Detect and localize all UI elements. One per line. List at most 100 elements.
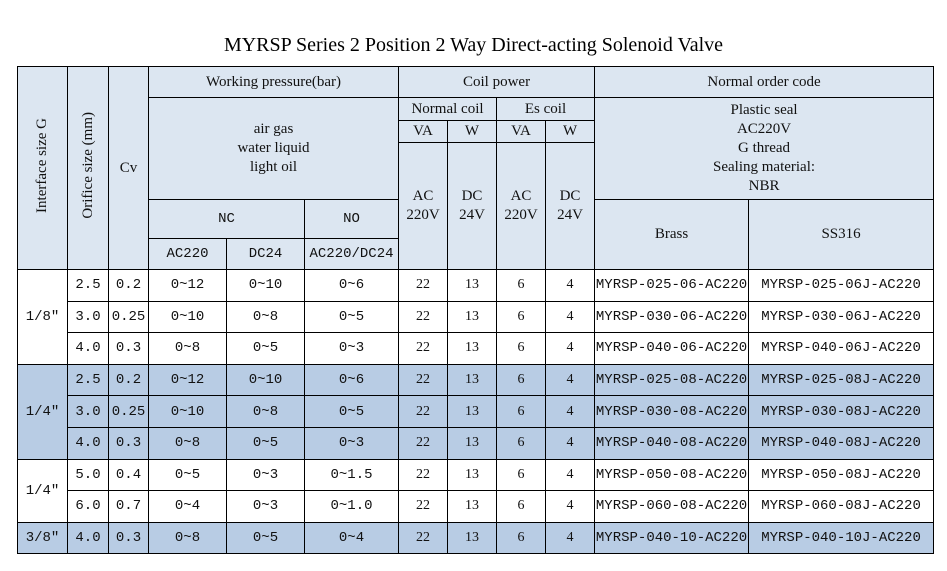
table-cell: MYRSP-025-06-AC220 [594, 269, 750, 302]
header-nc-dc24: DC24 [226, 238, 305, 270]
table-cell: 0.3 [108, 521, 149, 555]
table-cell: 6 [496, 269, 547, 302]
table-row: 4.0 0.3 0~8 0~5 0~3 22 13 6 4 MYRSP-040-08-AC220 M… [17, 426, 935, 460]
table-cell: 3.0 [67, 395, 109, 428]
table-cell: 13 [447, 332, 498, 365]
table-cell: 22 [398, 363, 449, 397]
table-cell: 0~8 [148, 521, 227, 555]
table-cell: 0~8 [148, 426, 227, 460]
table-cell: 0~3 [226, 490, 305, 523]
table-cell: MYRSP-050-08-AC220 [594, 458, 750, 492]
table-cell: 0.4 [108, 458, 149, 492]
table-cell: 13 [447, 269, 498, 302]
table-cell: MYRSP-040-10-AC220 [594, 521, 750, 555]
table-cell: 4.0 [67, 426, 109, 460]
table-cell: 0~4 [303, 521, 400, 555]
table-cell: 0.3 [108, 426, 149, 460]
table-cell: 22 [398, 395, 449, 428]
table-cell: 6 [496, 458, 547, 492]
header-normal-coil: Normal coil [398, 97, 498, 121]
interface-size-cell: 1/8″ [17, 269, 68, 365]
table-cell: 4.0 [67, 332, 109, 365]
header-order-code: Normal order code [594, 66, 935, 98]
interface-size-cell: 1/4″ [17, 458, 68, 523]
page-title: MYRSP Series 2 Position 2 Way Direct-act… [223, 34, 724, 56]
table-cell: MYRSP-025-08-AC220 [594, 363, 750, 397]
table-cell: 6 [496, 363, 547, 397]
table-cell: MYRSP-030-08J-AC220 [748, 395, 935, 428]
header-interface-size: Interface size G [17, 66, 68, 270]
table-cell: 0~1.0 [303, 490, 400, 523]
table-cell: 0~12 [148, 269, 227, 302]
table-cell: 6 [496, 521, 547, 555]
table-row: 1/4″ 2.5 0.2 0~12 0~10 0~6 22 13 6 4 MYRSP-025-08-… [17, 363, 935, 460]
table-cell: 6.0 [67, 490, 109, 523]
interface-size-cell: 1/4″ [17, 363, 68, 460]
seal-line: Sealing material: [713, 159, 816, 175]
table-cell: 22 [398, 269, 449, 302]
header-nc-ac220: AC220 [148, 238, 227, 270]
table-cell: 22 [398, 332, 449, 365]
table-cell: 4 [545, 363, 596, 397]
table-cell: 0~10 [148, 395, 227, 428]
table-cell: 6 [496, 490, 547, 523]
label: AC [510, 188, 532, 204]
table-row: 6.0 0.7 0~4 0~3 0~1.0 22 13 6 4 MYRSP-060-08-AC22… [18, 490, 935, 523]
table-cell: 13 [447, 458, 498, 492]
table-cell: 0~5 [226, 332, 305, 365]
table-cell: 13 [447, 521, 498, 555]
table-cell: 4 [545, 490, 596, 523]
table-cell: 0~10 [226, 363, 305, 397]
media-line: light oil [249, 159, 298, 175]
header-coil-power: Coil power [398, 66, 596, 98]
seal-line: NBR [748, 178, 780, 194]
table-cell: 0.25 [108, 395, 149, 428]
header-orifice-size: Orifice size (mm) [67, 66, 109, 270]
table-cell: MYRSP-040-06-AC220 [594, 332, 750, 365]
table-cell: 0~12 [148, 363, 227, 397]
label: AC [412, 188, 434, 204]
table-cell: 22 [398, 458, 449, 492]
table-cell: 2.5 [67, 363, 109, 397]
label: 24V [557, 207, 583, 223]
table-cell: 4 [545, 300, 596, 334]
label: 220V [406, 207, 440, 223]
table-row: 4.0 0.3 0~8 0~5 0~3 22 13 6 4 MYRSP-040-06-AC220 M… [18, 332, 935, 365]
table-cell: 22 [398, 426, 449, 460]
table-cell: 4 [545, 521, 596, 555]
table-cell: 13 [447, 300, 498, 334]
table-cell: MYRSP-060-08J-AC220 [748, 490, 935, 523]
header-media: air gas water liquid light oil [147, 97, 400, 200]
header-no-ac-dc: AC220/DC24 [303, 238, 400, 270]
table-cell: 0~10 [148, 300, 227, 334]
table-cell: MYRSP-025-06J-AC220 [748, 269, 935, 302]
table-cell: MYRSP-040-08-AC220 [594, 426, 750, 460]
media-line: air gas [253, 121, 294, 137]
table-cell: 22 [398, 300, 449, 334]
header-no: NO [303, 199, 400, 239]
table-cell: 0.7 [108, 490, 149, 523]
table-cell: MYRSP-030-06J-AC220 [748, 300, 935, 334]
table-cell: 0~5 [148, 458, 227, 492]
table-cell: 0~5 [303, 300, 400, 334]
header-ac220v: AC 220V [398, 142, 449, 270]
table-cell: 6 [496, 300, 547, 334]
interface-size-cell: 3/8″ [17, 521, 68, 555]
table-cell: 13 [447, 395, 498, 428]
label: 220V [504, 207, 538, 223]
table-cell: 0~8 [226, 300, 305, 334]
table-cell: MYRSP-040-10J-AC220 [748, 521, 935, 555]
seal-line: Plastic seal [730, 102, 798, 118]
seal-line: G thread [738, 140, 791, 156]
table-cell: 0~6 [303, 269, 400, 302]
table-cell: 0~3 [303, 332, 400, 365]
table-cell: MYRSP-030-08-AC220 [594, 395, 750, 428]
header-cv: Cv [108, 66, 149, 270]
table-cell: 4 [545, 332, 596, 365]
header-dc24v: DC 24V [447, 142, 498, 270]
table-cell: 0.2 [108, 363, 149, 397]
table-cell: 0~4 [148, 490, 227, 523]
table-cell: 0~1.5 [303, 458, 400, 492]
header-nc: NC [148, 199, 305, 239]
header-seal-spec: Plastic seal AC220V G thread Sealing materi… [594, 97, 935, 200]
